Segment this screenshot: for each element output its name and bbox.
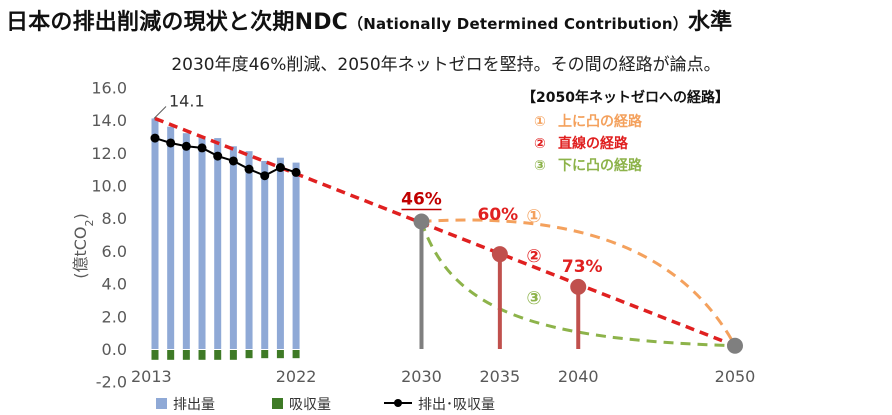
title-main: 日本の排出削減の現状と次期NDC xyxy=(6,10,349,35)
removal-bar xyxy=(182,350,190,360)
target-marker xyxy=(413,213,430,230)
removal-bar xyxy=(292,350,300,359)
net-point xyxy=(150,133,160,143)
removal-bar xyxy=(229,350,237,360)
removal-bar xyxy=(151,350,159,360)
y-axis: 16.0 14.0 12.0 10.0 8.0 6.0 4.0 2.0 0.0 -2.0 xyxy=(91,78,127,391)
net-point xyxy=(166,138,176,148)
start-value-leader xyxy=(153,106,167,119)
page-title: 日本の排出削減の現状と次期NDC（Nationally Determined C… xyxy=(6,4,890,36)
legend-dot xyxy=(394,399,402,407)
target-label: 73% xyxy=(562,257,603,277)
y-tick-label: 2.0 xyxy=(102,307,127,326)
y-tick-label: 14.0 xyxy=(91,111,127,130)
legend-swatch xyxy=(156,398,167,409)
x-tick-label: 2050 xyxy=(715,367,756,386)
y-axis-label-post: ) xyxy=(71,213,90,219)
endpoint-marker xyxy=(727,337,743,354)
pathway-marker-3: ③ xyxy=(526,288,541,309)
legend-label: 排出量 xyxy=(173,397,215,413)
legend-swatch xyxy=(272,398,283,409)
net-point xyxy=(228,156,238,166)
removal-bar xyxy=(167,350,175,360)
pathway-legend-label: 上に凸の経路 xyxy=(558,113,643,130)
title-paren-open: （ xyxy=(348,15,364,33)
legend: 排出量 吸収量 排出･吸収量 xyxy=(156,397,495,413)
emission-bar xyxy=(292,162,300,349)
net-emission-line xyxy=(150,133,301,181)
x-axis: 2013 2022 2030 2035 2040 2050 xyxy=(131,367,755,386)
y-tick-label: 8.0 xyxy=(102,209,127,228)
emission-bar xyxy=(167,126,175,349)
y-axis-label-pre: (億tCO xyxy=(71,226,90,278)
removal-bar xyxy=(198,350,206,360)
emission-bar xyxy=(245,151,253,349)
x-tick-label: 2013 xyxy=(131,367,172,386)
x-tick-label: 2035 xyxy=(480,367,521,386)
y-axis-label: (億tCO2) xyxy=(71,213,96,279)
net-point xyxy=(244,164,254,174)
pathway-legend: 【2050年ネットゼロへの経路】 ① 上に凸の経路 ② 直線の経路 ③ 下に凸の経路 xyxy=(522,89,729,174)
pathway-lines xyxy=(154,116,737,348)
emission-bar xyxy=(151,118,159,349)
pathway-legend-marker: ① xyxy=(534,114,546,130)
net-point xyxy=(260,171,270,181)
straight-pathway-line xyxy=(154,116,736,348)
title-paren-text: Nationally Determined Contribution xyxy=(363,15,673,33)
target-label: 60% xyxy=(478,205,519,225)
removal-bar xyxy=(276,350,284,359)
net-point xyxy=(197,143,207,153)
pathway-legend-label: 下に凸の経路 xyxy=(558,157,643,174)
pathway-legend-title: 【2050年ネットゼロへの経路】 xyxy=(522,89,729,106)
y-tick-label: 10.0 xyxy=(91,177,127,196)
x-tick-label: 2040 xyxy=(558,367,599,386)
x-tick-label: 2030 xyxy=(401,367,442,386)
emission-bar xyxy=(261,160,269,349)
title-suffix: 水準 xyxy=(687,10,733,35)
net-point xyxy=(291,167,301,177)
net-point xyxy=(275,163,285,173)
y-tick-label: -2.0 xyxy=(96,373,127,392)
y-tick-label: 6.0 xyxy=(102,242,127,261)
pathway-marker-2: ② xyxy=(526,246,541,267)
net-point xyxy=(181,141,191,151)
start-value-label: 14.1 xyxy=(169,91,205,110)
target-label: 46% xyxy=(401,189,442,209)
emission-bar xyxy=(214,138,222,349)
net-point xyxy=(213,151,223,161)
removal-bar xyxy=(261,350,269,359)
concave-pathway-line xyxy=(421,218,737,347)
y-tick-label: 12.0 xyxy=(91,144,127,163)
annotations: ① ② ③ 14.1 xyxy=(153,91,542,309)
emission-bar xyxy=(276,157,284,349)
y-tick-label: 4.0 xyxy=(102,275,127,294)
emission-bar xyxy=(229,146,237,349)
pathway-legend-label: 直線の経路 xyxy=(558,135,629,152)
target-marker xyxy=(570,278,587,295)
emission-bar xyxy=(182,133,190,349)
y-tick-label: 16.0 xyxy=(91,78,127,97)
bar-series xyxy=(151,118,300,360)
title-paren-close: ） xyxy=(672,15,688,33)
target-markers: 46% 60% 73% xyxy=(401,189,743,354)
y-tick-label: 0.0 xyxy=(102,340,127,359)
convex-pathway-line xyxy=(420,220,736,348)
subtitle: 2030年度46%削減、2050年ネットゼロを堅持。その間の経路が論点。 xyxy=(171,55,721,75)
emission-bar xyxy=(198,136,206,349)
legend-label: 吸収量 xyxy=(289,397,331,413)
legend-label: 排出･吸収量 xyxy=(418,397,495,413)
removal-bar xyxy=(214,350,222,360)
x-tick-label: 2022 xyxy=(276,367,317,386)
pathway-marker-1: ① xyxy=(526,206,541,227)
target-marker xyxy=(491,246,508,263)
net-line-path xyxy=(154,137,297,177)
pathway-legend-marker: ② xyxy=(534,136,546,152)
removal-bar xyxy=(245,350,253,359)
pathway-legend-marker: ③ xyxy=(534,158,546,174)
y-axis-label-sub: 2 xyxy=(83,219,96,226)
